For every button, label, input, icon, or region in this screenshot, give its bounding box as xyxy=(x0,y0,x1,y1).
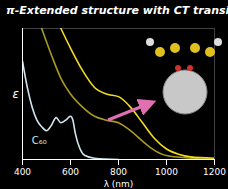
svg-text:1000: 1000 xyxy=(155,167,178,177)
svg-text:λ (nm): λ (nm) xyxy=(104,179,134,189)
svg-text:C₆₀: C₆₀ xyxy=(32,135,47,146)
svg-text:ε: ε xyxy=(13,87,20,101)
svg-text:1200: 1200 xyxy=(203,167,226,177)
svg-text:800: 800 xyxy=(110,167,127,177)
svg-text:600: 600 xyxy=(62,167,79,177)
svg-text:400: 400 xyxy=(14,167,31,177)
